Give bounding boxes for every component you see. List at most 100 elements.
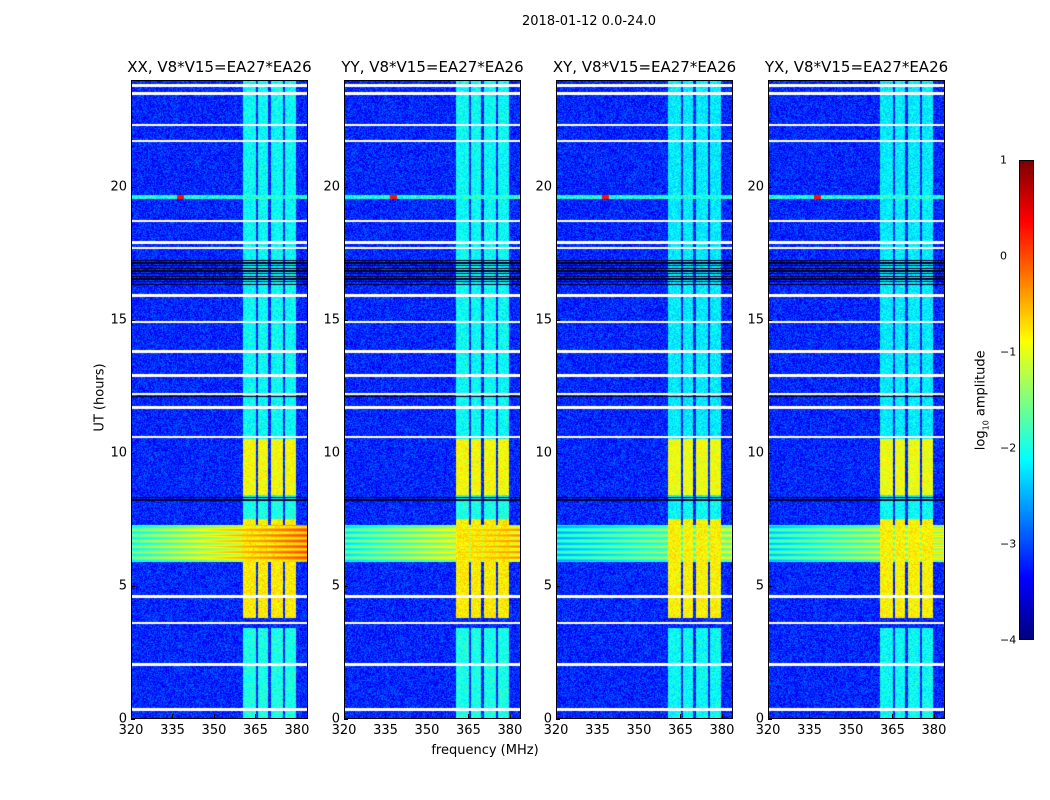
x-tick-label: 320	[331, 723, 357, 738]
x-tick-mark	[344, 714, 345, 718]
y-tick-label: 5	[331, 578, 340, 594]
y-tick-label: 15	[323, 312, 340, 328]
heatmap-panel-3: YX, V8*V15=EA27*EA26 0 5 10 15 20 320 335 350 365…	[747, 58, 948, 738]
y-tick-mark	[344, 319, 348, 321]
x-axis-label: frequency (MHz)	[431, 743, 539, 758]
x-tick-mark	[213, 714, 215, 718]
x-tick-mark	[850, 714, 852, 718]
y-tick-mark	[344, 719, 348, 720]
y-tick-label: 10	[110, 445, 127, 461]
y-tick-mark	[556, 186, 560, 188]
figure-title: 2018-01-12 0.0-24.0	[522, 14, 656, 29]
colorbar-tick-label: 1	[1000, 153, 1007, 167]
y-tick-label: 20	[747, 179, 764, 194]
y-tick-mark	[556, 452, 560, 454]
y-tick-label: 15	[747, 312, 764, 328]
y-tick-mark	[768, 719, 772, 720]
axes-frame	[556, 80, 733, 719]
x-tick-label: 365	[668, 723, 693, 738]
x-tick-mark	[933, 714, 935, 718]
panel-title: XY, V8*V15=EA27*EA26	[552, 58, 737, 76]
panel-title: YY, V8*V15=EA27*EA26	[341, 58, 524, 76]
colorbar-label: log10 amplitude	[973, 350, 991, 451]
axes-frame	[344, 80, 521, 719]
y-tick-label: 10	[323, 445, 340, 461]
y-tick-mark	[768, 186, 772, 188]
y-tick-label: 20	[323, 179, 340, 194]
x-tick-mark	[721, 714, 723, 718]
x-tick-mark	[680, 714, 682, 718]
y-tick-label: 15	[535, 312, 552, 328]
x-tick-label: 335	[797, 723, 822, 738]
x-tick-label: 320	[755, 723, 781, 738]
x-tick-label: 380	[921, 723, 947, 738]
x-tick-mark	[172, 714, 174, 718]
axes-frame	[131, 80, 308, 719]
y-tick-label: 0	[331, 711, 340, 727]
y-tick-mark	[344, 452, 348, 454]
colorbar-tick-label: −3	[1000, 537, 1017, 551]
y-tick-label: 0	[543, 711, 552, 727]
axes-frame	[768, 80, 945, 719]
colorbar	[1019, 160, 1034, 640]
x-tick-label: 335	[160, 723, 185, 738]
x-tick-label: 380	[709, 723, 735, 738]
x-tick-mark	[892, 714, 894, 718]
heatmap-image	[131, 80, 308, 719]
x-tick-mark	[426, 714, 428, 718]
x-tick-mark	[509, 714, 511, 718]
x-tick-label: 350	[414, 723, 440, 738]
heatmap-panel-2: XY, V8*V15=EA27*EA26 0 5 10 15 20 320 335 350 365…	[535, 58, 736, 738]
colorbar-tick-label: −4	[1000, 633, 1017, 647]
y-tick-label: 10	[535, 445, 552, 461]
x-tick-label: 365	[243, 723, 268, 738]
colorbar-tick-label: 0	[1000, 249, 1007, 263]
y-tick-label: 5	[755, 578, 764, 594]
x-tick-label: 350	[201, 723, 227, 738]
x-tick-mark	[556, 714, 557, 718]
y-tick-mark	[344, 585, 348, 587]
panel-title: XX, V8*V15=EA27*EA26	[127, 58, 312, 76]
y-tick-mark	[768, 452, 772, 454]
y-axis-label: UT (hours)	[92, 363, 108, 432]
x-tick-label: 380	[284, 723, 310, 738]
x-tick-label: 320	[543, 723, 569, 738]
y-tick-mark	[131, 319, 135, 321]
y-tick-mark	[556, 585, 560, 587]
y-tick-label: 5	[543, 578, 552, 594]
y-tick-mark	[131, 452, 135, 454]
y-tick-label: 0	[118, 711, 127, 727]
x-tick-mark	[296, 714, 298, 718]
y-tick-mark	[131, 585, 135, 587]
x-tick-label: 350	[838, 723, 864, 738]
x-tick-mark	[385, 714, 387, 718]
y-tick-mark	[768, 319, 772, 321]
x-tick-label: 365	[880, 723, 905, 738]
y-tick-mark	[556, 319, 560, 321]
x-tick-label: 335	[585, 723, 610, 738]
y-tick-mark	[131, 186, 135, 188]
y-tick-mark	[131, 719, 135, 720]
x-tick-label: 380	[497, 723, 523, 738]
panel-title: YX, V8*V15=EA27*EA26	[764, 58, 949, 76]
x-tick-mark	[597, 714, 599, 718]
y-tick-mark	[556, 719, 560, 720]
heatmap-panel-1: YY, V8*V15=EA27*EA26 0 5 10 15 20 320 335 350 365…	[323, 58, 523, 738]
heatmap-image	[768, 80, 945, 719]
y-tick-label: 20	[535, 179, 552, 194]
y-tick-label: 5	[118, 578, 127, 594]
x-tick-label: 365	[456, 723, 481, 738]
y-tick-mark	[344, 186, 348, 188]
x-tick-mark	[131, 714, 132, 718]
colorbar-tick-label: −1	[1000, 345, 1017, 359]
x-tick-mark	[768, 714, 769, 718]
y-tick-label: 20	[110, 179, 127, 194]
x-tick-label: 335	[373, 723, 398, 738]
heatmap-panel-0: XX, V8*V15=EA27*EA26 0 5 10 15 20 320 335 350 365…	[110, 58, 311, 738]
colorbar-tick-label: −2	[1000, 441, 1017, 455]
y-tick-label: 10	[747, 445, 764, 461]
x-tick-mark	[638, 714, 640, 718]
x-tick-mark	[468, 714, 470, 718]
y-tick-label: 0	[755, 711, 764, 727]
